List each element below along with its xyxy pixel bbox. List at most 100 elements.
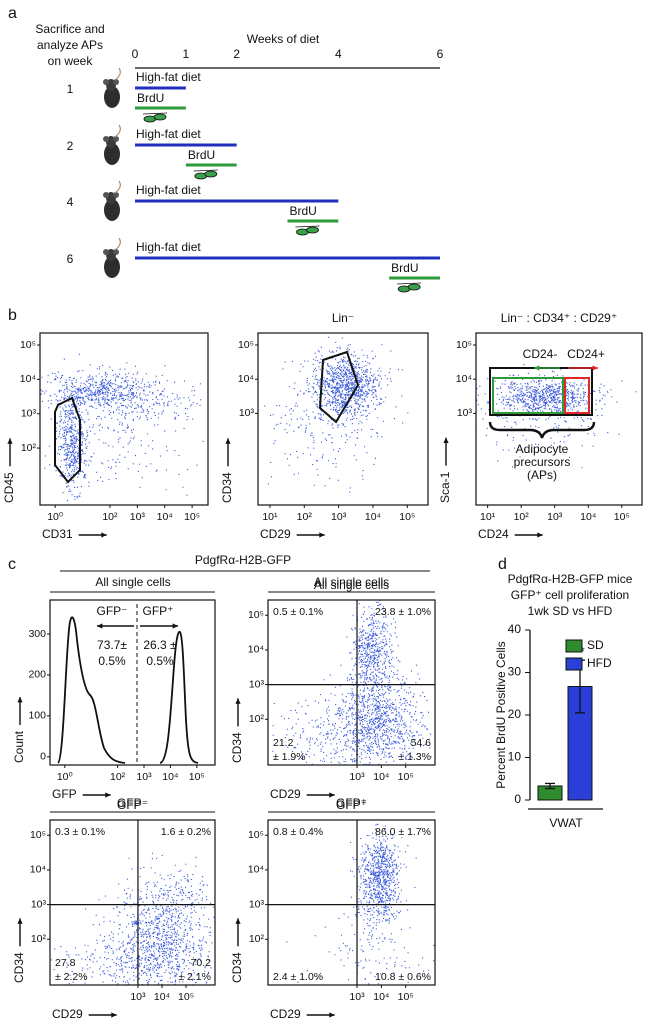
y-tick-label: 10² [21, 442, 37, 454]
chart-title: 1wk SD vs HFD [528, 604, 613, 618]
mouse-tail [114, 237, 121, 251]
histogram-curve [57, 616, 199, 764]
legend-swatch [565, 657, 583, 671]
diet-label: High-fat diet [136, 183, 201, 197]
syringe [407, 283, 421, 291]
x-tick-label: 10³ [136, 771, 152, 783]
x-axis-label: CD29 [270, 787, 301, 801]
x-tick-label: VWAT [549, 816, 583, 830]
chart-title: PdgfRα-H2B-GFP mice [508, 572, 633, 586]
mouse-body [104, 199, 120, 221]
y-axis-label: Sca-1 [438, 471, 452, 503]
legend-label: HFD [587, 656, 612, 670]
gate [564, 377, 590, 414]
arrow-head [101, 532, 107, 538]
y-tick-label: 10² [249, 933, 265, 945]
x-axis-label: CD31 [42, 527, 73, 541]
syringe-needle [142, 112, 168, 115]
gate-label: GFP⁺ [142, 604, 173, 618]
y-tick-label: 10⁵ [248, 829, 264, 841]
aps-label: precursors [514, 455, 571, 469]
x-tick-label: 10² [514, 511, 530, 523]
y-tick-label: 10² [249, 713, 265, 725]
plot-title: GFP⁻ [117, 796, 148, 810]
arrow-head [443, 437, 449, 444]
y-axis-label: CD34 [230, 732, 244, 763]
plot-title: Lin⁻ : CD34⁺ : CD29⁺ [501, 311, 617, 325]
plot-title: All single cells [314, 575, 389, 589]
quadrant-label: 21.2 [273, 737, 294, 749]
y-tick-label: 10³ [239, 407, 255, 419]
x-tick-label: 1 [182, 47, 189, 61]
arrow-head [235, 918, 241, 924]
quadrant-label: 86.0 ± 1.7% [375, 826, 431, 838]
arrow-head [17, 696, 23, 703]
gate-label: CD24+ [567, 347, 605, 361]
quadrant-label: ± 1.9% [273, 751, 306, 763]
quadrant-label: 0.8 ± 0.4% [273, 826, 323, 838]
y-tick-label: 100 [28, 710, 46, 722]
x-tick-label: 10⁴ [162, 771, 178, 783]
plot-title: GFP⁺ [336, 798, 367, 812]
y-tick-label: 10⁴ [248, 864, 264, 876]
y-tick-label: 10⁵ [30, 829, 46, 841]
plot-title: All single cells [95, 575, 170, 589]
y-tick-label: 20 [508, 707, 522, 721]
panel-label: c [8, 556, 16, 573]
mouse-ear [103, 136, 109, 142]
arrow-head [235, 698, 241, 704]
plot-frame [39, 332, 209, 506]
heading: analyze APs [37, 38, 103, 52]
arrow-head [592, 365, 598, 371]
plot-title: GFP⁺ [336, 796, 367, 810]
arrow-head [329, 1012, 335, 1018]
x-tick-label: 10⁵ [178, 991, 194, 1003]
heading: Sacrifice and [35, 22, 104, 36]
y-tick-label: 10⁵ [238, 339, 254, 351]
x-tick-label: 10⁵ [398, 771, 414, 783]
x-tick-label: 10³ [547, 511, 563, 523]
mouse-tail [114, 124, 121, 138]
y-axis-label: Percent BrdU Positive Cells [494, 641, 508, 788]
panel-label: b [8, 307, 17, 324]
quadrant-label: 2.4 ± 1.0% [273, 971, 323, 983]
gate-label: CD24- [523, 347, 558, 361]
arrow-head [105, 792, 111, 798]
week-label: 6 [67, 252, 74, 266]
axis-label: Weeks of diet [247, 32, 320, 46]
quadrant-label: 27.8 [55, 957, 76, 969]
x-axis-label: CD29 [270, 1007, 301, 1021]
x-tick-label: 10⁵ [614, 511, 630, 523]
diet-label: High-fat diet [136, 127, 201, 141]
x-tick-label: 10⁴ [580, 511, 596, 523]
syringe [306, 226, 319, 234]
heading: on week [48, 54, 94, 68]
quadrant-label: 10.8 ± 0.6% [375, 971, 431, 983]
y-axis-label: CD45 [2, 472, 16, 503]
x-tick-label: 10¹ [480, 511, 496, 523]
x-tick-label: 10⁵ [399, 511, 415, 523]
arrow-head [329, 792, 335, 798]
quadrant-label: 1.6 ± 0.2% [161, 826, 211, 838]
gate [492, 377, 564, 414]
mouse-ear [103, 249, 109, 255]
panel-label: a [8, 5, 17, 22]
y-tick-label: 10³ [249, 898, 265, 910]
x-tick-label: 10² [110, 771, 126, 783]
quadrant-label: 23.8 ± 1.0% [375, 606, 431, 618]
percent-label: 26.3 ± [143, 638, 177, 652]
plot-title: All single cells [314, 578, 389, 592]
event-dots [286, 823, 435, 985]
diet-label: High-fat diet [136, 240, 201, 254]
x-tick-label: 10⁴ [154, 991, 170, 1003]
y-tick-label: 10³ [21, 408, 37, 420]
panel-header: PdgfRα-H2B-GFP [195, 553, 291, 567]
plot-title: Lin⁻ [332, 311, 354, 325]
arrow-head [7, 438, 13, 444]
mouse-body [104, 256, 120, 278]
y-tick-label: 10⁴ [248, 644, 264, 656]
aps-label: (APs) [527, 468, 557, 482]
y-axis-label: CD34 [12, 952, 26, 983]
mouse-ear [113, 136, 119, 142]
